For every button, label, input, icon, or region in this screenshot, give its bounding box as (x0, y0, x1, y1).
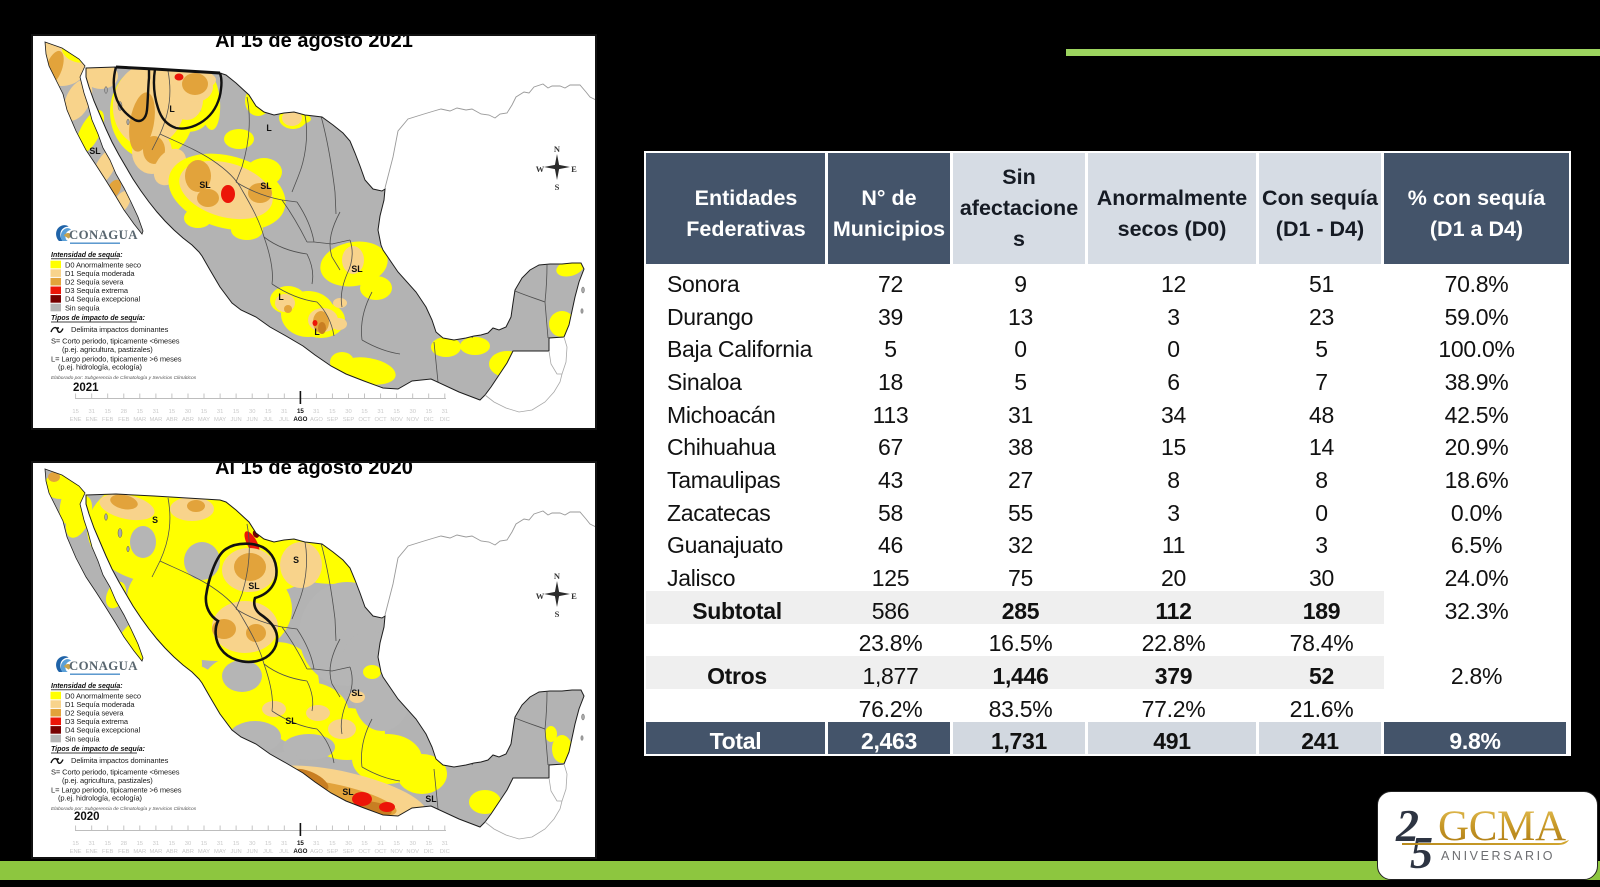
svg-text:SL: SL (199, 180, 211, 190)
svg-text:5: 5 (1410, 827, 1433, 878)
svg-text:S: S (293, 555, 299, 565)
svg-text:SL: SL (260, 181, 272, 191)
svg-text:2: 2 (1395, 800, 1419, 851)
svg-text:L: L (278, 292, 284, 302)
svg-text:2020: 2020 (74, 811, 100, 823)
svg-text:L: L (169, 104, 175, 114)
svg-text:SL: SL (351, 688, 363, 698)
svg-text:SL: SL (351, 264, 363, 274)
svg-text:ANIVERSARIO: ANIVERSARIO (1441, 849, 1555, 863)
svg-text:SL: SL (285, 716, 297, 726)
svg-text:L: L (266, 123, 272, 133)
svg-text:SL: SL (248, 581, 260, 591)
svg-text:2021: 2021 (73, 382, 99, 394)
svg-text:SL: SL (342, 787, 354, 797)
svg-text:SL: SL (425, 794, 437, 804)
svg-text:SL: SL (89, 146, 101, 156)
svg-text:S: S (152, 515, 158, 525)
svg-text:GCMA: GCMA (1438, 803, 1566, 850)
svg-text:L: L (314, 327, 320, 337)
